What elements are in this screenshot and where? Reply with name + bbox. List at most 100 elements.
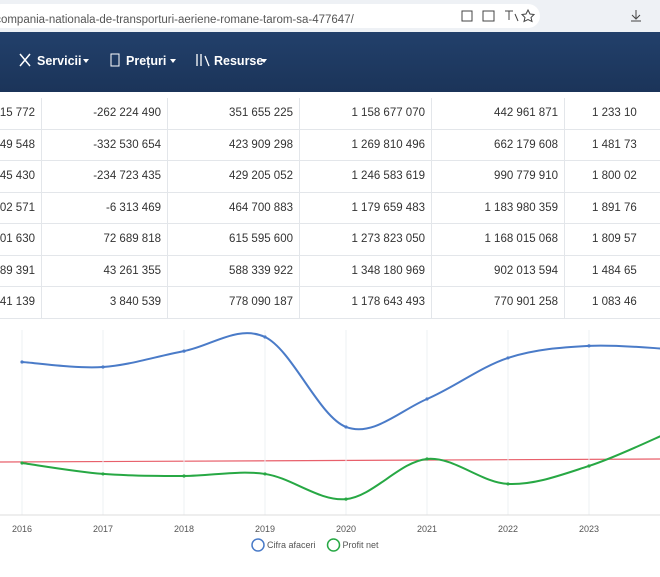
url: /compania-nationala-de-transporturi-aeri… [0,14,354,26]
table-cell: -262 224 490 [42,98,168,129]
caret [83,59,89,63]
price-icon [110,53,120,67]
chart: 2016 2017 2018 2019 2020 2021 2022 2023 Cifra af… [0,330,660,552]
table-cell: 464 700 883 [168,192,300,223]
series-line [21,332,660,431]
table-cell: 43 261 355 [42,255,168,286]
table-cell: 1 891 76 [565,193,660,224]
table-cell: 815 772 [0,98,42,129]
browser-bar: /compania-nationala-de-transporturi-aeri… [0,0,660,32]
table-cell: -234 723 435 [42,161,168,192]
tools-icon [19,53,31,67]
x-tick-label: 2018 [174,524,194,534]
table-cell: 649 548 [0,129,42,160]
nav-preturi[interactable]: Prețuri [126,54,167,68]
table-cell: 1 484 65 [565,256,660,287]
table-cell: 429 205 052 [168,161,300,192]
table-cell: -6 313 469 [42,192,168,223]
x-tick-label: 2022 [498,524,518,534]
table-cell: 1 158 677 070 [300,98,432,129]
table-cell: 662 179 608 [432,129,565,160]
browser-icons [461,8,641,23]
caret [170,59,176,63]
navbar: Servicii Prețuri Resurse [0,32,660,92]
table-cell: 423 909 298 [168,129,300,160]
point [425,397,429,401]
legend-label: Cifra afaceri [267,540,316,550]
table-cell: 1 233 10 [565,98,660,129]
nav-resurse[interactable]: Resurse [214,54,264,68]
point [263,335,267,339]
table-cell: 902 013 594 [432,255,565,286]
x-tick-label: 2020 [336,524,356,534]
point [344,497,348,501]
legend-swatch [326,538,341,552]
table-cell: 1 246 583 619 [300,161,432,192]
address-bar[interactable]: /compania-nationala-de-transporturi-aeri… [0,4,540,28]
table-cell: 1 273 823 050 [300,224,432,255]
point [263,472,267,476]
point [506,356,510,360]
table-cell: 1 183 980 359 [432,192,565,223]
point [101,365,105,369]
table-cell: 1 178 643 493 [300,287,432,318]
zero-line [0,458,660,463]
legend-swatch [251,538,265,552]
table-cell: 770 901 258 [432,287,565,318]
table-cell: 1 809 57 [565,224,660,255]
table-cell: 615 595 600 [168,224,300,255]
point [587,344,591,348]
point [344,425,348,429]
x-tick-label: 2021 [417,524,437,534]
download-icon[interactable] [631,10,641,22]
table-cell: 1 168 015 068 [432,224,565,255]
table-cell: 189 391 [0,255,42,286]
table-cell: 1 083 46 [565,287,660,318]
nav-icons [19,53,267,67]
point [506,482,510,486]
series-line [21,435,660,501]
table-cell: 588 339 922 [168,255,300,286]
table-cell: 990 779 910 [432,161,565,192]
reader-icon[interactable] [461,10,473,22]
nav-servicii[interactable]: Servicii [37,54,82,68]
table-cell: 1 481 73 [565,130,660,161]
x-tick-label: 2019 [255,524,275,534]
table-cell: 778 090 187 [168,287,300,318]
install-icon[interactable] [482,10,495,22]
table-cell: 1 269 810 496 [300,129,432,160]
point [101,472,105,476]
bookmark-icon[interactable] [520,8,536,23]
legend-label: Profit net [343,540,380,550]
table-cell: 3 840 539 [42,287,168,318]
point [425,457,429,461]
translate-icon[interactable] [505,10,519,22]
point [587,464,591,468]
books-icon [196,54,210,67]
x-tick-label: 2016 [12,524,32,534]
table-cell: 1 179 659 483 [300,192,432,223]
point [182,474,186,478]
point [20,461,24,465]
point [20,360,24,364]
table-cell: -332 530 654 [42,129,168,160]
table-cell: 941 139 [0,287,42,318]
table-cell: 442 961 871 [432,98,565,129]
table-cell: 72 689 818 [42,224,168,255]
table-cell: 202 571 [0,192,42,223]
point [182,349,186,353]
table-cell: 351 655 225 [168,98,300,129]
table-cell: 945 430 [0,161,42,192]
table-cell: 401 630 [0,224,42,255]
caret [261,59,267,63]
x-tick-label: 2023 [579,524,599,534]
